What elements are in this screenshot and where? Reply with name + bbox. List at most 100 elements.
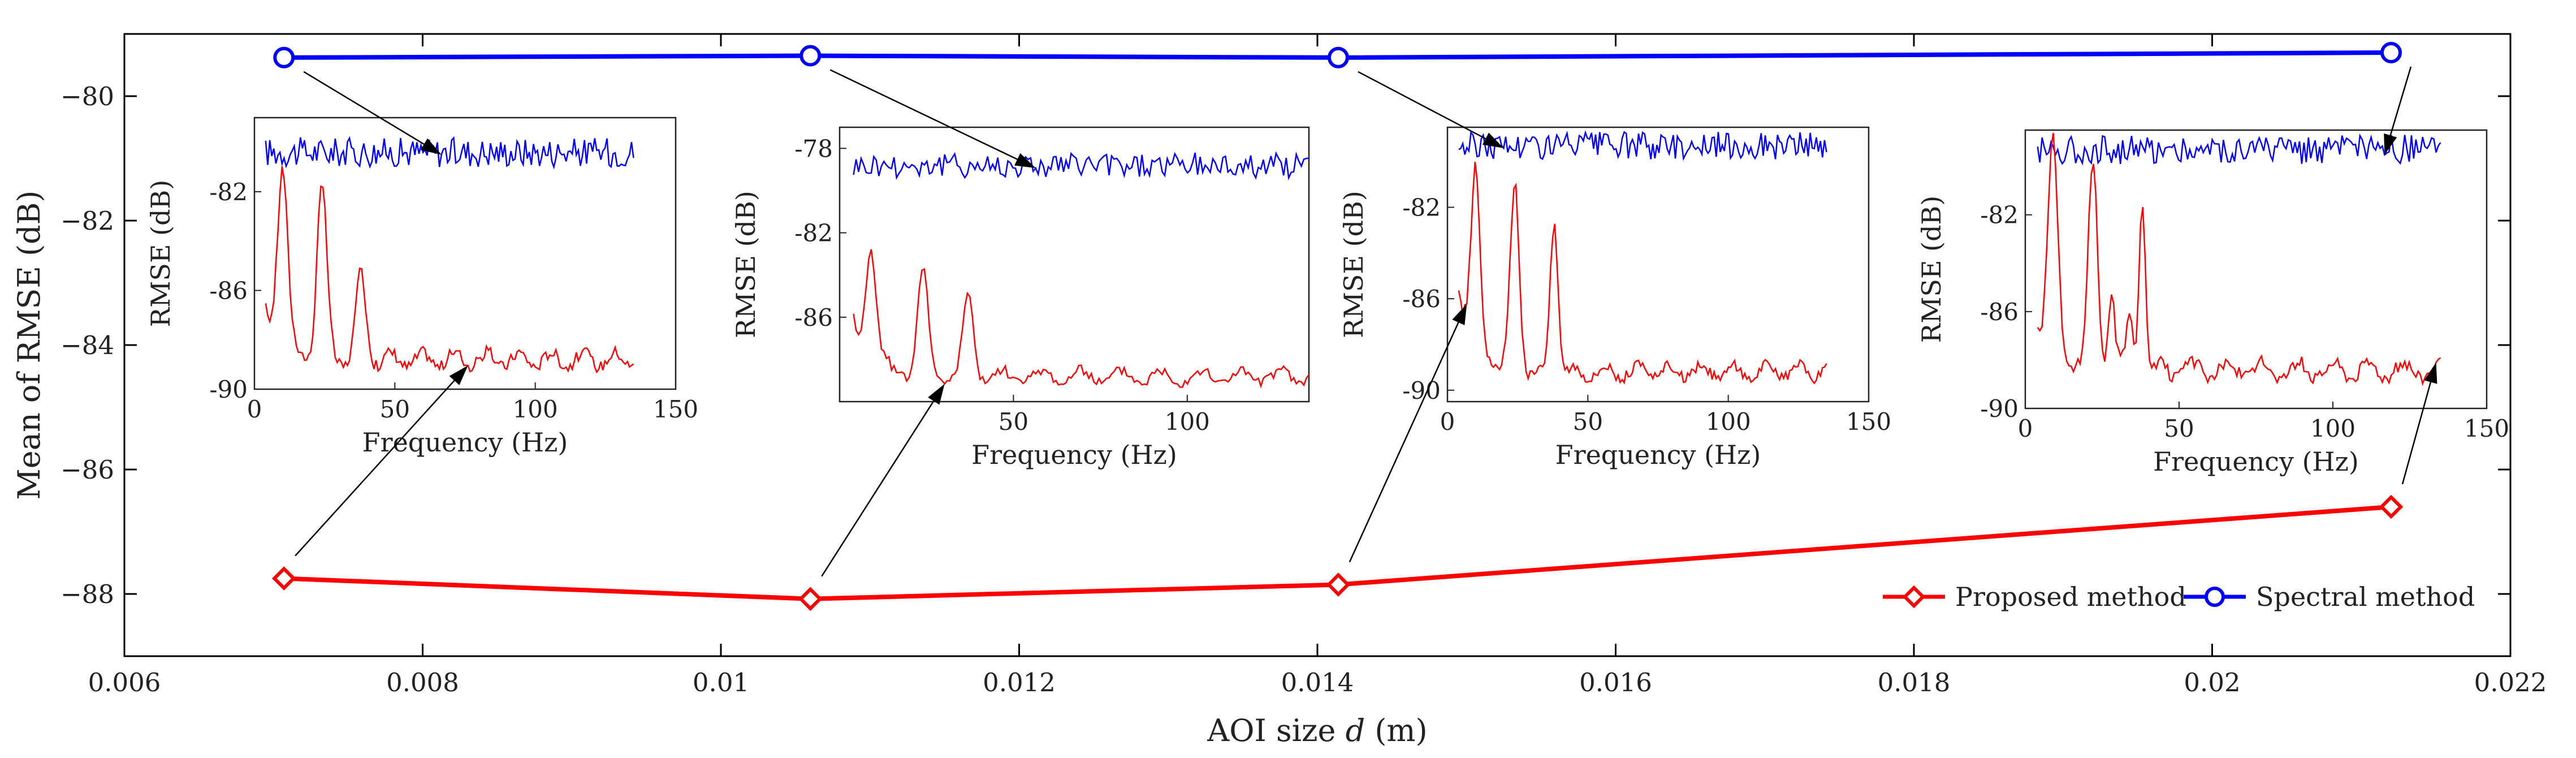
inset-y-tick-label: -86 [1980,298,2019,326]
inset-y-tick-label: -82 [209,178,248,206]
data-point-proposed [2379,494,2404,519]
inset-x-axis-title: Frequency (Hz) [362,427,568,458]
arrow-spectral-2-shaft [829,69,1018,160]
inset-1: 0 50 100 150 -82 -86 -90 Frequency (Hz) RMSE (dB… [145,117,698,458]
x-axis-title-suffix: (m) [1365,713,1428,748]
arrow-proposed-4-head [2424,362,2437,384]
inset-x-axis-title: Frequency (Hz) [2153,446,2359,477]
inset-y-tick-label: -86 [1402,285,1441,313]
data-point-proposed [798,587,823,611]
y-axis-title: Mean of RMSE (dB) [11,191,47,500]
inset-3: 0 50 100 150 -82 -86 -90 Frequency (Hz) RMSE (dB… [1338,126,1891,470]
arrow-proposed-1-shaft [295,380,455,557]
legend-marker-spectral [2205,587,2225,607]
arrow-proposed-3-head [1452,304,1467,325]
legend-label-proposed: Proposed method [1955,582,2186,612]
inset-proposed-curve [265,166,634,374]
data-point-spectral [1327,46,1349,68]
arrow-proposed-2-shaft [821,400,935,577]
inset-x-tick-label: 50 [380,395,410,423]
inset-x-tick-label: 0 [1440,408,1455,436]
x-tick-label: 0.018 [1878,667,1951,697]
inset-x-tick-label: 50 [1573,408,1603,436]
x-tick-label: 0.014 [1281,667,1354,697]
y-tick-label: −80 [60,81,114,111]
insets: 0 50 100 150 -82 -86 -90 Frequency (Hz) RMSE (dB… [145,117,2509,477]
inset-x-tick-label: 0 [247,395,262,423]
inset-x-tick-label: 150 [1846,408,1891,436]
x-tick-label: 0.012 [983,667,1056,697]
arrow-proposed-1-head [449,365,468,385]
data-point-proposed [1326,572,1351,597]
inset-proposed-curve [2037,132,2441,386]
arrow-proposed-2-head [928,384,945,405]
arrow-spectral-3-head [1482,132,1504,148]
series-line-spectral [284,50,2392,60]
inset-proposed-curve [1458,162,1827,385]
x-tick-label: 0.01 [693,667,749,697]
inset-x-tick-label: 50 [2164,415,2194,442]
inset-x-tick-label: 100 [1165,408,1210,436]
inset-x-axis-title: Frequency (Hz) [971,440,1177,470]
inset-proposed-curve [853,249,1309,389]
inset-y-axis-title: RMSE (dB) [1338,191,1369,338]
inset-y-tick-label: -90 [1402,377,1441,404]
inset-x-tick-label: 100 [2310,415,2355,442]
y-tick-label: −86 [60,455,114,485]
inset-y-tick-label: -82 [794,219,833,247]
x-axis-title: AOI size d (m) [1207,713,1427,748]
arrow-spectral-1-shaft [303,71,425,145]
inset-y-tick-label: -86 [209,277,248,304]
legend-label-spectral: Spectral method [2256,582,2475,612]
series-line-proposed [284,505,2392,601]
inset-spectral-curve [265,136,634,170]
inset-x-tick-label: 150 [653,395,698,423]
inset-y-tick-label: -86 [794,304,833,331]
y-tick-label: −84 [60,330,114,360]
arrow-proposed-4-shaft [2401,382,2432,485]
inset-spectral-curve [2037,133,2441,166]
x-tick-label: 0.016 [1579,667,1652,697]
inset-y-tick-label: -90 [1980,395,2019,423]
inset-y-tick-label: -90 [209,376,248,403]
arrow-spectral-3-shaft [1358,71,1486,140]
inset-y-tick-label: -78 [794,135,833,162]
x-axis-title-var: d [1346,713,1365,748]
x-tick-label: 0.022 [2474,667,2547,697]
arrow-spectral-4-shaft [2389,66,2412,136]
inset-axes-box [839,126,1310,403]
inset-x-tick-label: 50 [999,408,1028,436]
legend: Proposed method Spectral method [1883,582,2475,612]
data-point-spectral [799,45,822,67]
inset-spectral-curve [1458,130,1827,161]
inset-y-tick-label: -82 [1980,201,2019,229]
inset-axes-box [1446,126,1870,403]
inset-x-tick-label: 100 [1706,408,1751,436]
arrow-spectral-1-head [420,138,442,155]
legend-marker-proposed [1902,585,1926,609]
inset-spectral-curve [853,151,1309,181]
y-tick-label: −82 [60,206,114,236]
inset-y-axis-title: RMSE (dB) [731,191,761,338]
arrow-spectral-4-head [2384,133,2397,155]
inset-4: 0 50 100 150 -82 -86 -90 Frequency (Hz) RMSE (dB… [1916,129,2509,477]
y-tick-label: −88 [60,579,114,609]
data-point-proposed [271,566,296,591]
inset-2: 50 100 -78 -82 -86 Frequency (Hz) RMSE (dB) [731,126,1310,470]
x-tick-label: 0.02 [2184,667,2240,697]
arrow-spectral-2-head [1014,153,1036,169]
data-point-spectral [2380,42,2402,63]
main-plot: 0.006 0.008 0.01 0.012 0.014 0.016 0.018 0.02 0.… [11,33,2547,748]
arrow-proposed-3-shaft [1348,322,1459,563]
inset-x-axis-title: Frequency (Hz) [1555,440,1761,470]
data-point-spectral [273,46,295,68]
inset-axes-box [253,117,677,390]
inset-x-tick-label: 0 [2018,415,2033,442]
inset-y-axis-title: RMSE (dB) [1916,196,1947,343]
x-tick-label: 0.006 [88,667,161,697]
x-tick-label: 0.008 [386,667,459,697]
inset-x-tick-label: 100 [513,395,558,423]
annotation-arrows [295,66,2437,577]
x-axis-title-prefix: AOI size [1207,713,1345,748]
